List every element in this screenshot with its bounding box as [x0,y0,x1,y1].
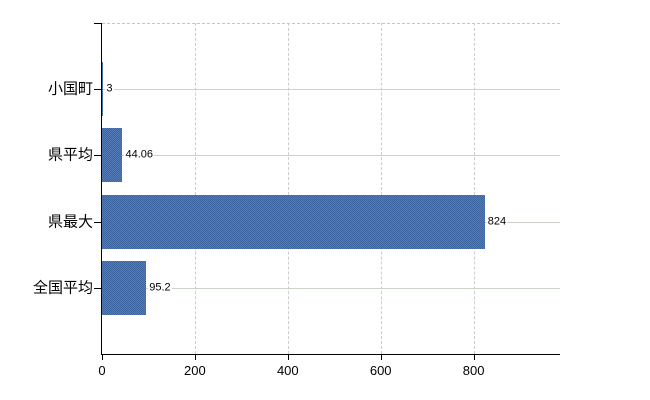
x-gridline [380,23,382,354]
y-gridline [102,155,560,157]
y-axis-tick [94,221,101,223]
bar [102,128,123,183]
category-label: 県平均 [47,146,93,164]
value-label: 3 [105,82,114,96]
x-tick-label: 800 [462,363,485,378]
bar [102,194,485,249]
y-axis-tick [94,89,101,91]
plot-area: 小国町 3 県平均 44.06 県最大 824 全国平均 95.2 0 200 400 600 800 [33,23,560,378]
y-gridline [102,287,560,289]
bar [102,62,104,117]
category-label: 全国平均 [32,279,93,297]
x-gridline [473,23,475,354]
y-axis-tick [94,287,101,289]
x-axis-tick [287,355,289,360]
x-axis-tick [380,355,382,360]
x-tick-label: 200 [184,363,206,378]
y-gridline [102,89,560,91]
plot-top-border [102,23,560,24]
x-gridline [194,23,196,354]
value-label: 44.06 [124,148,154,162]
value-label: 824 [486,215,508,229]
x-axis-tick [194,355,196,360]
category-label: 県最大 [47,213,93,231]
x-tick-label: 0 [98,363,106,378]
x-gridline [287,23,289,354]
value-label: 95.2 [148,281,172,295]
y-axis-end-tick [94,23,101,24]
y-axis-tick [94,155,101,157]
x-axis-tick [102,355,103,360]
x-tick-label: 600 [369,363,392,378]
bar [102,260,147,315]
category-label: 小国町 [47,80,93,98]
x-axis-tick [473,355,475,360]
x-tick-label: 400 [276,363,299,378]
